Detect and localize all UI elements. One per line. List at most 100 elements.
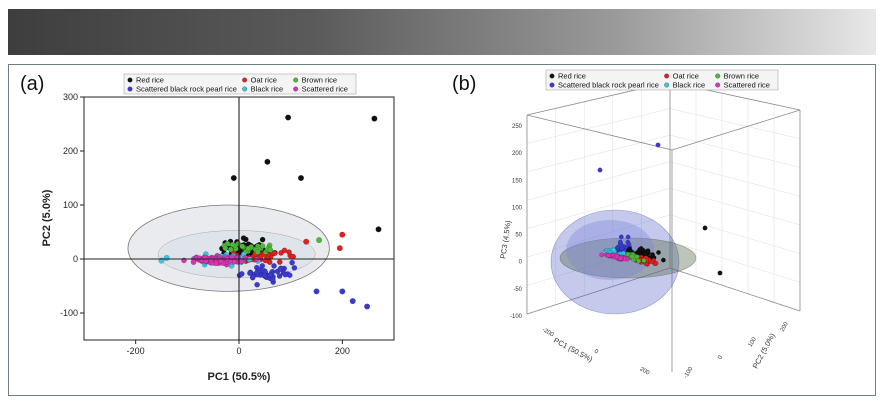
legend-marker-scattered-rice [293,86,299,92]
point-scattered-black-rock-pearl-rice [269,276,276,283]
x3d-tick-label: -200 [541,327,555,339]
legend-label-brown-rice: Brown rice [724,72,759,81]
grid-line [669,108,801,139]
outlier-red-rice [230,174,237,181]
legend-b: Red rice Oat rice Brown rice Scattered blac… [545,69,779,91]
outlier-scattered-black-rock-pearl-rice [339,288,346,295]
point-scattered-black-rock-pearl-rice [267,272,274,278]
box-edge [526,114,673,151]
outlier-red-rice [264,158,271,165]
point-scattered-black-rock-pearl-rice [271,263,277,269]
outlier3d-scattered-black-rock-pearl-rice [597,167,603,173]
x-ticks-b: -200 0 200 [541,327,651,377]
grid-line [669,161,801,197]
ellipsoid-scattered-black-rock-pearl-rice [550,209,680,315]
point3d-red-rice [638,246,644,251]
legend-marker-oat-rice [242,77,248,83]
outlier-oat-rice [303,238,310,245]
y-axis-title-a: PC2 (5.0%) [41,189,53,246]
panel-b-pca-3d: -100 -50 0 50 100 150 200 250 -200 0 200 -100 0 100… [498,69,801,380]
y3d-tick-label: 200 [780,321,791,333]
outlier-red-rice [375,226,382,233]
z-tick-label: -100 [510,314,523,320]
legend-label-black-rice: Black rice [251,85,284,94]
legend-label-red-rice: Red rice [136,76,164,85]
y3d-tick-label: 0 [717,354,724,360]
outlier-black-rice [163,254,170,261]
x-tick-label: -200 [127,346,145,356]
point-brown-rice [245,245,252,252]
point-scattered-black-rock-pearl-rice [254,281,260,288]
point3d-red-rice [661,257,666,263]
y-tick-label: 300 [63,92,78,102]
legend-marker-scattered-black-rock-pearl-rice [127,86,133,92]
point-scattered-rice [229,254,235,260]
z-tick-label: 250 [512,124,523,130]
point-brown-rice [227,246,234,253]
grid-line [526,214,671,258]
panel-b-label: (b) [452,73,476,95]
origin-lines-a [84,97,394,340]
legend-label-scattered-black-rock-pearl-rice: Scattered black rock pearl rice [558,81,659,90]
legend-label-red-rice: Red rice [558,72,586,81]
point-scattered-rice [190,259,197,265]
point3d-red-rice [627,246,633,252]
x3d-tick-label: 0 [593,349,599,356]
point3d-scattered-rice [599,252,604,258]
outlier-scattered-black-rock-pearl-rice [364,303,371,310]
legend-label-scattered-black-rock-pearl-rice: Scattered black rock pearl rice [136,85,237,94]
point-scattered-rice [242,254,249,261]
y-tick-label: 0 [73,254,78,264]
outlier-oat-rice [336,245,343,252]
point3d-brown-rice [629,253,635,259]
point-brown-rice [239,243,245,250]
y-tick-label: -100 [60,308,78,318]
legend-label-brown-rice: Brown rice [302,76,337,85]
outlier3d-scattered-black-rock-pearl-rice [655,142,661,148]
3d-box-b [526,81,801,372]
point3d-red-rice [650,252,655,258]
point-brown-rice [222,245,229,251]
legend-label-oat-rice: Oat rice [673,72,699,81]
legend-a: Red rice Oat rice Brown rice Scattered blac… [123,73,357,95]
grid-line [669,241,801,283]
point3d-scattered-black-rock-pearl-rice [618,234,624,240]
z-tick-label: 100 [512,205,523,211]
z-tick-label: 0 [519,260,523,266]
box-edge [672,311,800,372]
point-scattered-black-rock-pearl-rice [247,270,253,277]
points-b [597,142,723,276]
outlier-red-rice [285,114,292,121]
point-scattered-black-rock-pearl-rice [262,272,268,279]
outlier-oat-rice [339,231,346,238]
point3d-brown-rice [641,258,647,263]
x3d-tick-label: 200 [638,366,650,377]
legend-marker-red-rice [127,77,133,83]
grid-line [526,188,671,229]
legend-marker-brown-rice [293,77,299,83]
box-edge [671,109,801,151]
grid-line [669,188,801,226]
confidence-ellipsoids-b [550,209,697,315]
point-brown-rice [254,249,261,255]
outlier3d-red-rice [717,270,723,276]
y-ticks-b: -100 0 100 200 [683,321,790,380]
point-oat-rice [271,250,278,257]
box-edge [526,267,671,315]
grid-line [526,108,671,144]
z-tick-label: 150 [512,178,523,184]
point-oat-rice [266,259,273,266]
y-axis-title-b: PC2 (5.0%) [751,331,777,370]
x-ticks-a: -200 0 200 [127,340,350,356]
legend-marker-oat-rice [664,73,670,79]
point-brown-rice [267,247,274,253]
x-axis-title-a: PC1 (50.5%) [208,371,271,383]
z-tick-label: 200 [512,151,523,157]
point-scattered-black-rock-pearl-rice [289,259,295,266]
point-scattered-black-rock-pearl-rice [259,262,266,269]
point3d-scattered-black-rock-pearl-rice [626,242,632,248]
point-oat-rice [276,259,283,265]
point-scattered-black-rock-pearl-rice [286,272,293,279]
x-tick-label: 0 [236,346,241,356]
point-scattered-black-rock-pearl-rice [291,264,298,271]
